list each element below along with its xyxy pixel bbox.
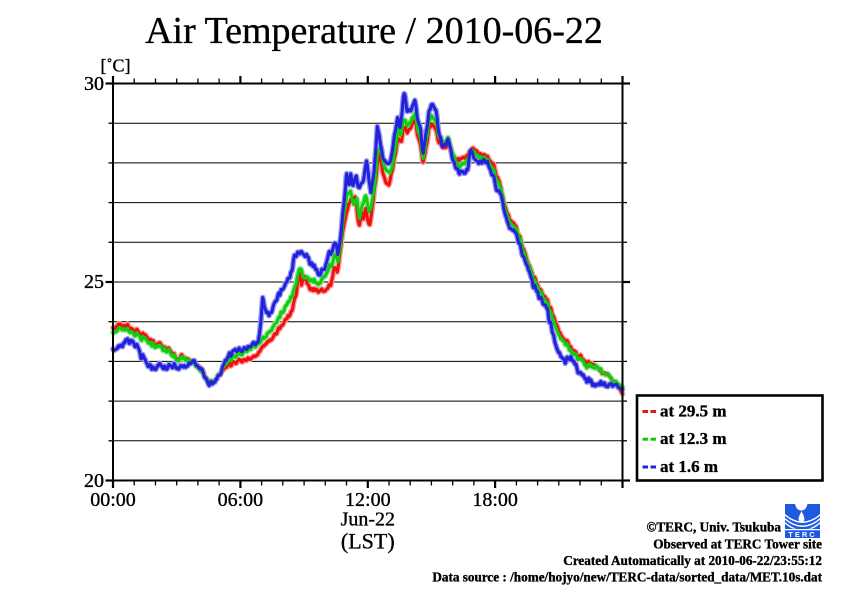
svg-text:©TERC, Univ. Tsukuba: ©TERC, Univ. Tsukuba [647, 520, 782, 535]
svg-text:00:00: 00:00 [90, 489, 136, 511]
svg-text:Data source : /home/hojyo/new/: Data source : /home/hojyo/new/TERC-data/… [432, 570, 822, 585]
svg-text:06:00: 06:00 [218, 489, 264, 511]
svg-text:(LST): (LST) [341, 529, 395, 554]
svg-text:25: 25 [84, 271, 104, 293]
svg-text:at 29.5 m: at 29.5 m [660, 402, 727, 421]
svg-text:20: 20 [84, 470, 104, 492]
svg-text:30: 30 [84, 73, 104, 95]
svg-text:Air Temperature / 2010-06-22: Air Temperature / 2010-06-22 [145, 10, 603, 52]
svg-text:Jun-22: Jun-22 [341, 509, 395, 531]
svg-text:18:00: 18:00 [472, 489, 518, 511]
svg-text:[˚C]: [˚C] [101, 56, 131, 76]
svg-text:Created Automatically at 2010-: Created Automatically at 2010-06-22/23:5… [563, 553, 822, 568]
svg-text:TERC: TERC [788, 530, 816, 539]
svg-text:Observed at TERC Tower site: Observed at TERC Tower site [653, 537, 822, 552]
svg-text:12:00: 12:00 [345, 489, 391, 511]
svg-text:at 12.3 m: at 12.3 m [660, 429, 727, 448]
svg-text:at 1.6 m: at 1.6 m [660, 457, 718, 476]
